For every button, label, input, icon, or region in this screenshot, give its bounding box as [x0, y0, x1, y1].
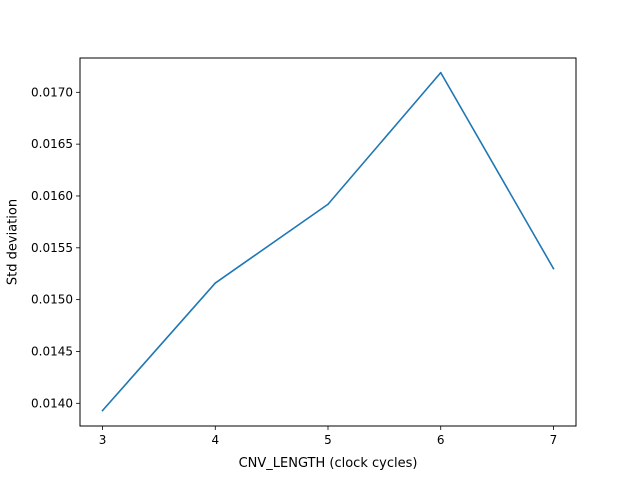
plot-frame — [79, 57, 577, 427]
x-tick-label: 3 — [99, 433, 107, 447]
y-tick-label: 0.0155 — [31, 241, 73, 255]
x-axis-label: CNV_LENGTH (clock cycles) — [239, 456, 418, 471]
x-tick-label: 7 — [550, 433, 558, 447]
y-tick-label: 0.0165 — [31, 137, 73, 151]
data-point — [327, 203, 329, 206]
x-axis-ticks: 3 4 5 6 7 — [99, 426, 558, 447]
data-point — [552, 267, 555, 270]
series-group — [101, 71, 555, 412]
y-axis-ticks: 0.0140 0.0145 0.0150 0.0155 0.0160 0.0165 0.01… — [31, 85, 80, 410]
plot-area — [80, 58, 576, 426]
y-tick-label: 0.0160 — [31, 189, 73, 203]
x-tick-label: 6 — [437, 433, 445, 447]
y-tick-label: 0.0150 — [31, 293, 73, 307]
data-point — [439, 71, 442, 74]
data-point — [101, 409, 104, 412]
y-tick-label: 0.0145 — [31, 344, 73, 358]
x-tick-label: 4 — [211, 433, 219, 447]
y-tick-label: 0.0170 — [31, 85, 73, 99]
data-point — [214, 282, 217, 284]
x-tick-label: 5 — [324, 433, 332, 447]
y-axis-label: Std deviation — [6, 199, 21, 285]
y-tick-label: 0.0140 — [31, 396, 73, 410]
